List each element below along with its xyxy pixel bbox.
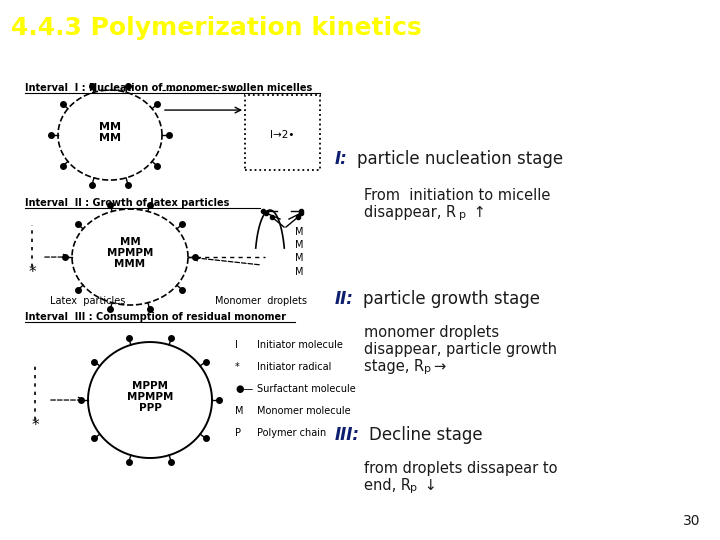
Text: Interval  II : Growth of latex particles: Interval II : Growth of latex particles [25,198,230,208]
Text: I: I [235,340,238,350]
Text: P: P [235,428,241,438]
Text: particle nucleation stage: particle nucleation stage [357,150,563,167]
Text: M: M [235,406,243,416]
Text: ●—: ●— [235,384,253,394]
Text: MM: MM [99,122,121,132]
Text: ↑: ↑ [469,205,485,220]
Text: p: p [423,364,431,374]
Text: p: p [459,210,466,220]
Text: Monomer  droplets: Monomer droplets [215,296,307,306]
Bar [245,95,320,170]
Text: from droplets dissapear to: from droplets dissapear to [364,461,557,476]
Text: Interval  III : Consumption of residual monomer: Interval III : Consumption of residual m… [25,312,286,322]
Text: M: M [295,267,304,277]
Text: 30: 30 [683,514,700,528]
Text: Decline stage: Decline stage [369,426,482,444]
Text: Surfactant molecule: Surfactant molecule [257,384,356,394]
Text: stage, R: stage, R [364,359,424,374]
Text: ↓: ↓ [420,478,436,493]
Text: Initiator radical: Initiator radical [257,362,331,372]
Text: *: * [235,362,240,372]
Text: MPMPM: MPMPM [107,248,153,258]
Text: MMM: MMM [114,259,145,269]
Text: Polymer chain: Polymer chain [257,428,326,438]
Text: I:: I: [335,150,348,167]
Text: MPMPM: MPMPM [127,392,174,402]
Text: monomer droplets: monomer droplets [364,325,499,340]
Text: From  initiation to micelle: From initiation to micelle [364,187,550,202]
Text: II:: II: [335,291,354,308]
Text: 4.4.3 Polymerization kinetics: 4.4.3 Polymerization kinetics [11,16,421,39]
Text: MM: MM [120,237,140,247]
Text: Initiator molecule: Initiator molecule [257,340,343,350]
Text: Interval  I : Nucleation of monomer-swollen micelles: Interval I : Nucleation of monomer-swoll… [25,83,312,93]
Text: *: * [31,417,39,433]
Text: Latex  particles: Latex particles [50,296,125,306]
Text: MM: MM [99,132,121,143]
Text: disappear, R: disappear, R [364,205,456,220]
Text: Monomer molecule: Monomer molecule [257,406,351,416]
Text: *: * [28,265,36,280]
Text: →: → [433,359,446,374]
Text: III:: III: [335,426,360,444]
Text: disappear, particle growth: disappear, particle growth [364,342,557,357]
Text: MPPM: MPPM [132,381,168,391]
Text: end, R: end, R [364,478,410,493]
Text: p: p [410,483,417,493]
Text: PPP: PPP [138,403,161,413]
Text: M: M [295,240,304,250]
Text: M: M [295,227,304,237]
Text: I→2•: I→2• [270,130,294,140]
Text: M: M [295,253,304,263]
Text: particle growth stage: particle growth stage [363,291,540,308]
